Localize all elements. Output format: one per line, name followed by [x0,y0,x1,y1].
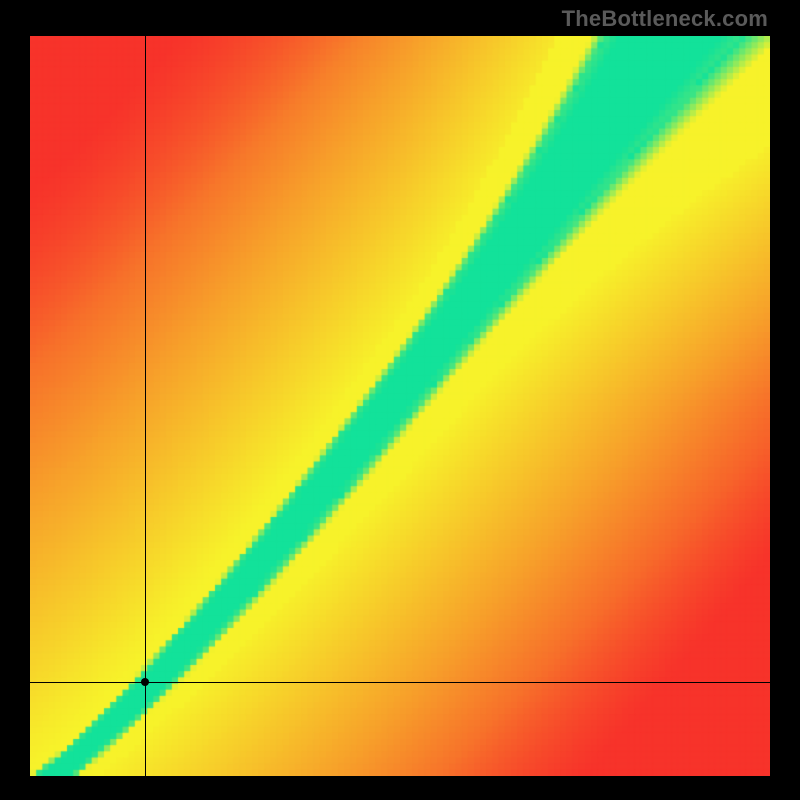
crosshair-vertical [145,36,146,776]
selected-point-marker [141,678,149,686]
bottleneck-heatmap [30,36,770,776]
chart-container: TheBottleneck.com [0,0,800,800]
watermark-text: TheBottleneck.com [562,6,768,32]
